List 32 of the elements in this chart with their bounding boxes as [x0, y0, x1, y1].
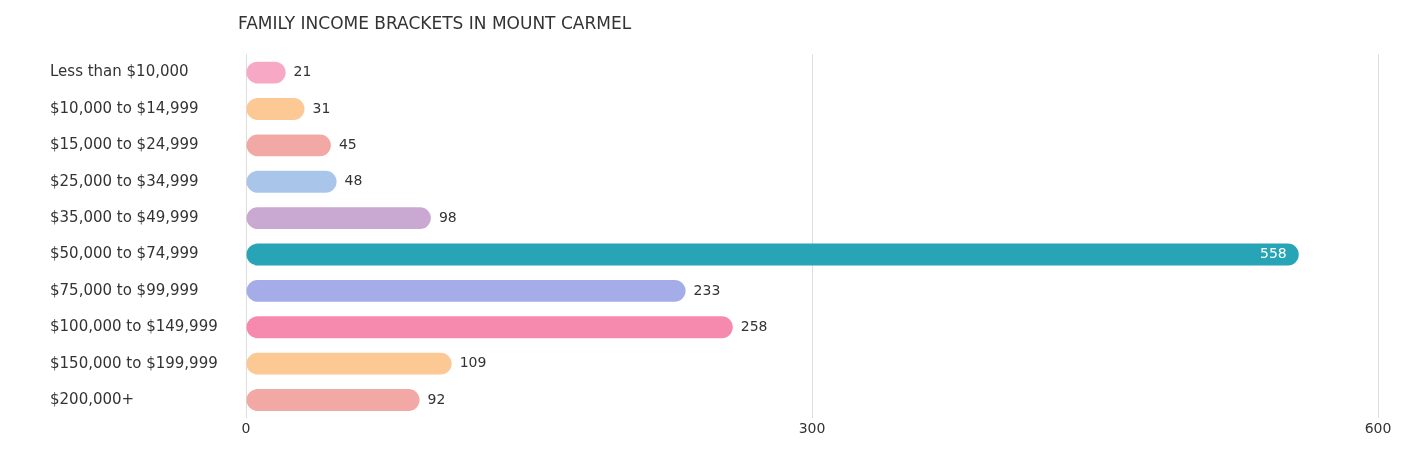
y-tick-label: $10,000 to $14,999 — [50, 98, 199, 117]
data-label: 92 — [427, 390, 446, 407]
y-tick-label: $25,000 to $34,999 — [50, 171, 199, 190]
bar — [246, 207, 431, 230]
bar — [246, 352, 452, 375]
y-tick-label: Less than $10,000 — [50, 62, 189, 81]
bar — [246, 134, 331, 157]
bar — [246, 316, 733, 339]
y-tick-label: $35,000 to $49,999 — [50, 208, 199, 226]
x-tick-label: 0 — [241, 420, 251, 437]
data-label: 21 — [293, 63, 312, 80]
data-label: 258 — [740, 317, 768, 334]
bar — [246, 243, 1299, 266]
x-tick-label: 300 — [798, 420, 826, 437]
x-tick-label: 600 — [1364, 420, 1392, 437]
data-label: 98 — [438, 208, 457, 225]
data-label: 31 — [312, 99, 331, 116]
y-tick-label: $15,000 to $24,999 — [50, 135, 199, 154]
y-tick-label: $100,000 to $149,999 — [50, 317, 218, 336]
bar — [246, 279, 686, 302]
y-tick-label: $50,000 to $74,999 — [50, 244, 199, 263]
bar — [246, 170, 337, 193]
y-tick-label: $75,000 to $99,999 — [50, 280, 199, 299]
data-label: 558 — [1260, 245, 1287, 262]
data-label: 233 — [693, 281, 721, 298]
data-label: 48 — [344, 172, 363, 189]
data-label: 109 — [459, 354, 487, 371]
chart-title: FAMILY INCOME BRACKETS IN MOUNT CARMEL — [238, 12, 632, 33]
y-tick-label: $150,000 to $199,999 — [50, 353, 218, 372]
bar — [246, 389, 420, 411]
y-tick-label: $200,000+ — [50, 389, 135, 408]
data-label: 45 — [338, 135, 357, 152]
